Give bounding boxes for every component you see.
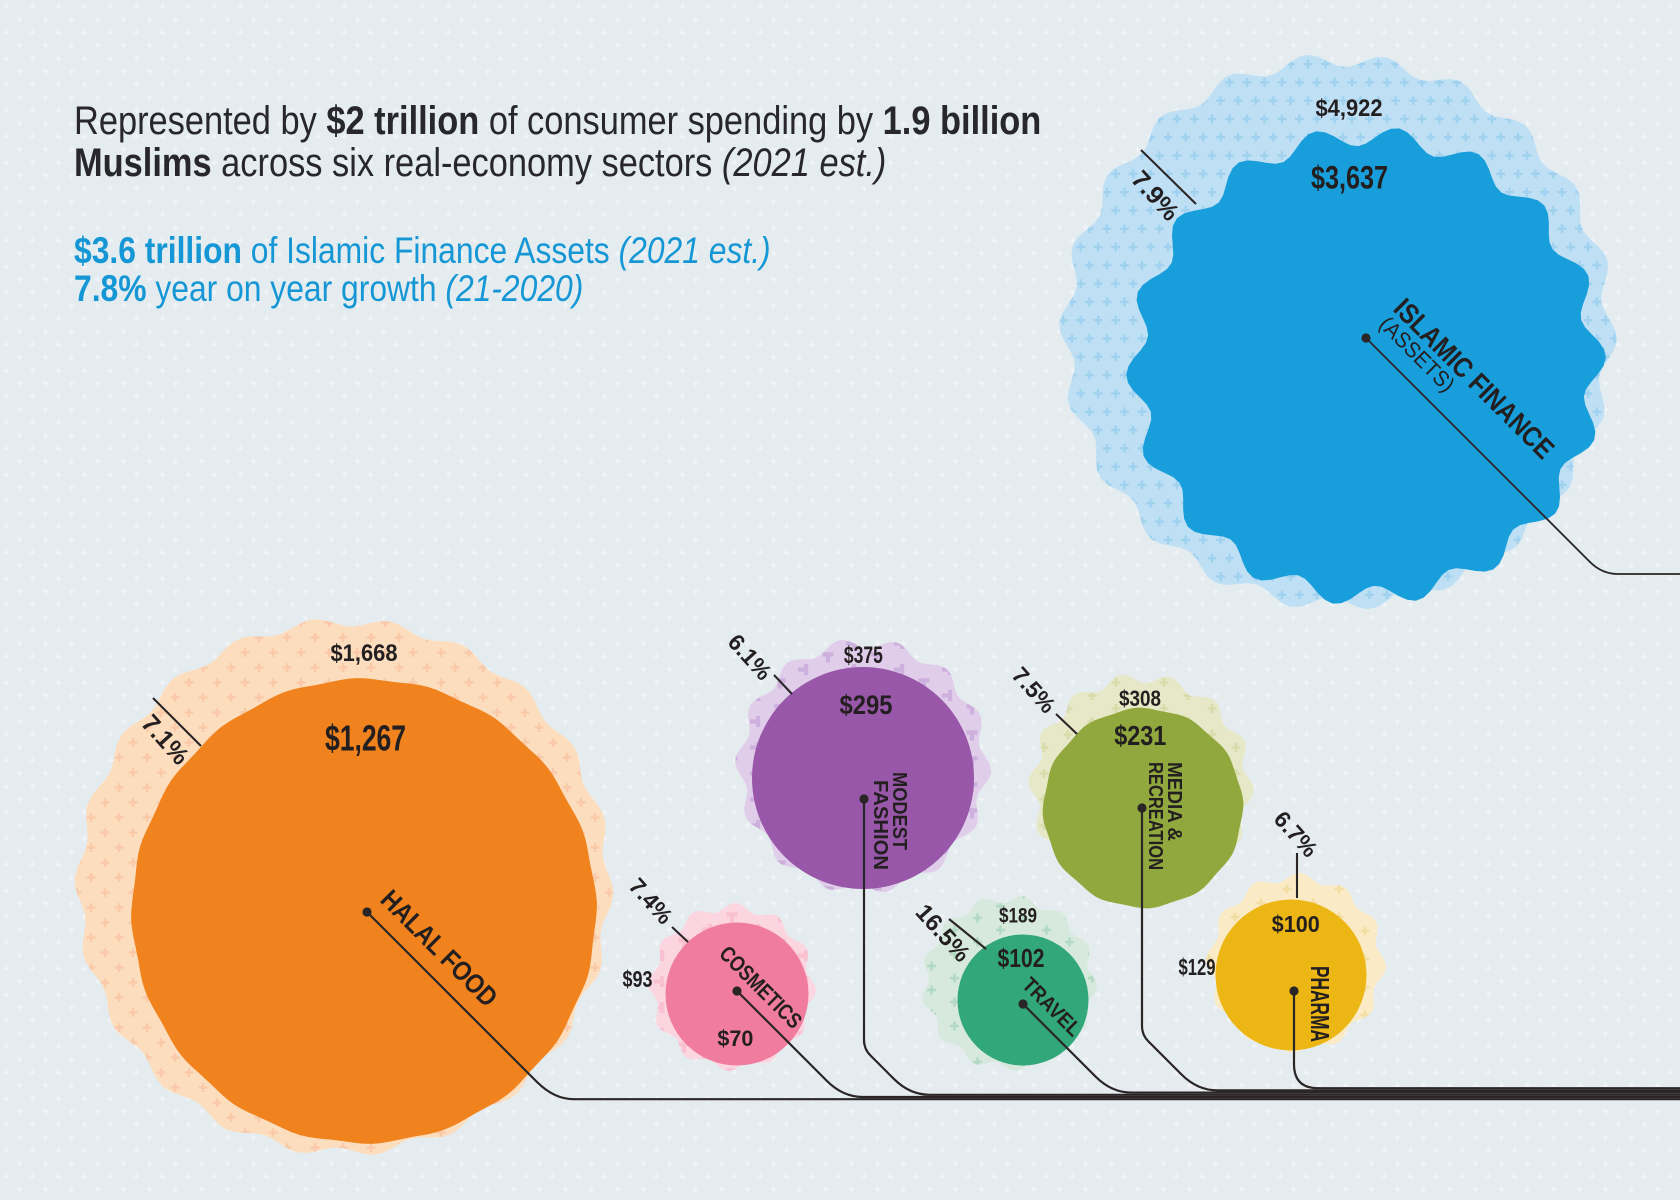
svg-text:Represented by $2 trillion of: Represented by $2 trillion of consumer s… [74,98,1041,143]
svg-text:MODEST: MODEST [888,772,910,850]
svg-text:7.8% year on year growth (21-2: 7.8% year on year growth (21-2020) [74,269,583,310]
svg-text:MEDIA &: MEDIA & [1163,762,1185,841]
svg-text:$1,668: $1,668 [331,640,398,667]
svg-text:$3.6 trillion of Islamic Finan: $3.6 trillion of Islamic Finance Assets … [74,231,771,272]
svg-text:$189: $189 [999,905,1037,928]
svg-text:$3,637: $3,637 [1311,160,1388,196]
svg-text:$308: $308 [1119,686,1161,711]
svg-text:$4,922: $4,922 [1316,95,1383,122]
svg-text:Muslims across six real-econom: Muslims across six real-economy sectors … [74,140,886,185]
svg-text:FASHION: FASHION [869,780,891,870]
svg-text:$102: $102 [998,945,1045,973]
svg-text:PHARMA: PHARMA [1305,966,1335,1042]
svg-text:$70: $70 [717,1026,753,1051]
svg-text:$375: $375 [844,642,883,669]
svg-text:$100: $100 [1272,911,1320,937]
svg-text:$295: $295 [840,690,893,720]
svg-text:$93: $93 [623,966,653,992]
svg-text:$231: $231 [1114,720,1166,751]
svg-text:$1,267: $1,267 [325,718,406,759]
svg-text:$129: $129 [1179,954,1216,980]
svg-text:RECREATION: RECREATION [1144,762,1166,870]
